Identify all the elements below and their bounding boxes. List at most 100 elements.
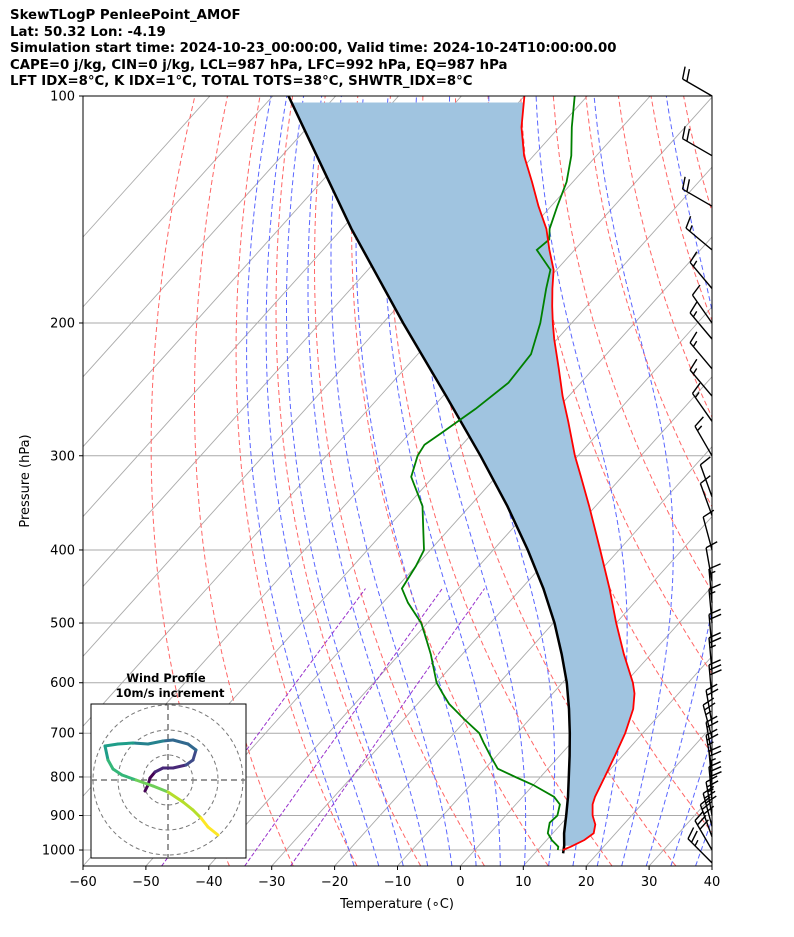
x-tick-label: 40 (704, 875, 721, 890)
y-tick-label: 500 (50, 617, 75, 632)
moist-adiabat (645, 96, 712, 866)
x-tick-label: 10 (515, 875, 532, 890)
isotherm-line (711, 865, 712, 866)
moist-adiabat (355, 96, 477, 866)
wind-barb (702, 785, 717, 827)
hodograph-segment (191, 808, 203, 820)
wind-barb (691, 382, 713, 422)
dry-adiabat (194, 96, 294, 866)
isotherm-line (585, 725, 712, 866)
moist-adiabat (383, 96, 501, 866)
y-tick-label: 800 (50, 770, 75, 785)
wind-barb (685, 216, 713, 251)
isotherm-line (83, 96, 337, 378)
wind-barb (699, 456, 713, 497)
y-tick-label: 200 (50, 316, 75, 331)
wind-barb (705, 541, 718, 582)
chart-header: SkewTLogP PenleePoint_AMOF Lat: 50.32 Lo… (10, 8, 617, 91)
hodograph-subtitle: 10m/s increment (116, 686, 225, 700)
dry-adiabat (749, 96, 794, 866)
wind-barb (681, 126, 713, 157)
moist-adiabat (593, 96, 674, 866)
hodograph-segment (166, 790, 185, 804)
isotherm-line (648, 795, 712, 866)
wind-barb (694, 810, 713, 851)
isotherm-line (83, 96, 462, 518)
wind-barb (687, 827, 713, 864)
x-axis-label: Temperature (∘C) (339, 897, 454, 912)
x-tick-label: 30 (641, 875, 658, 890)
wind-barb (708, 563, 721, 603)
dry-adiabat (275, 96, 422, 866)
hodograph-segment (199, 816, 210, 829)
dry-adiabat (716, 96, 794, 866)
isotherm-line (83, 96, 274, 308)
y-axis-label: Pressure (hPa) (18, 434, 33, 527)
isotherm-line (397, 515, 712, 866)
hodograph-segment (171, 763, 188, 770)
isotherm-line (271, 376, 712, 866)
wind-barb (708, 761, 722, 801)
location-text: Lat: 50.32 Lon: -4.19 (10, 24, 166, 40)
x-tick-label: −30 (258, 875, 285, 890)
pressure-axis: 100 200 300 400 500 600 700 800 900 1000 (42, 90, 83, 859)
moist-adiabat (535, 96, 628, 866)
dry-adiabat (585, 96, 712, 508)
y-tick-label: 900 (50, 809, 75, 824)
y-tick-label: 300 (50, 449, 75, 464)
temperature-axis: −60 −50 −40 −30 −20 −10 0 10 20 30 40 (69, 866, 720, 890)
isotherm-line (83, 96, 211, 238)
moist-adiabat (286, 96, 404, 866)
wind-barb (691, 284, 713, 324)
isotherm-line (83, 96, 399, 448)
x-tick-label: −60 (69, 875, 96, 890)
hodograph-title: Wind Profile (126, 671, 206, 685)
index-text: LFT IDX=8°C, K IDX=1°C, TOTAL TOTS=38°C,… (10, 74, 473, 90)
y-tick-label: 100 (50, 90, 75, 105)
wind-barb (705, 728, 719, 769)
isotherm-line (334, 445, 712, 866)
temperature-line (520, 96, 636, 851)
wind-barb (681, 66, 713, 97)
hodograph-segment (111, 767, 124, 777)
moist-adiabat (330, 96, 453, 866)
mixing-ratio-line (290, 588, 486, 866)
time-text: Simulation start time: 2024-10-23_00:00:… (10, 41, 617, 57)
dry-adiabat (520, 96, 712, 675)
hodograph-segment (181, 800, 195, 812)
moist-adiabat (670, 736, 712, 866)
hodograph-segment (106, 758, 115, 771)
moist-adiabat (307, 96, 429, 866)
wind-barb (708, 745, 722, 786)
isotherm-line (145, 236, 712, 866)
y-tick-label: 700 (50, 727, 75, 742)
wind-barb (702, 509, 715, 551)
wind-barb (681, 176, 713, 207)
hodograph-segment (151, 784, 170, 794)
dry-adiabat (683, 96, 712, 214)
hodograph-inset: Wind Profile 10m/s increment (90, 671, 247, 859)
wind-barb (694, 416, 713, 457)
cape-cin-shading (291, 102, 635, 846)
chart-title: SkewTLogP PenleePoint_AMOF (10, 8, 241, 23)
hodograph-segment (186, 742, 198, 752)
wind-barb (689, 358, 713, 397)
hodograph-segment (116, 741, 135, 746)
dewpoint-line (400, 96, 576, 851)
hodograph-segment (171, 738, 190, 746)
hodograph-segment (134, 778, 155, 788)
y-tick-label: 400 (50, 543, 75, 558)
dry-adiabat (313, 96, 485, 866)
cape-text: CAPE=0 j/kg, CIN=0 j/kg, LCL=987 hPa, LF… (10, 57, 508, 73)
x-tick-label: −20 (321, 875, 348, 890)
hodograph-segment (103, 742, 120, 748)
x-tick-label: −10 (384, 875, 411, 890)
hodograph-segment (206, 825, 220, 837)
x-tick-label: 0 (456, 875, 464, 890)
wind-barb (689, 251, 713, 289)
isotherm-line (775, 96, 794, 866)
profile-lines (287, 96, 636, 854)
x-tick-label: 20 (578, 875, 595, 890)
hodograph-segment (120, 773, 138, 782)
